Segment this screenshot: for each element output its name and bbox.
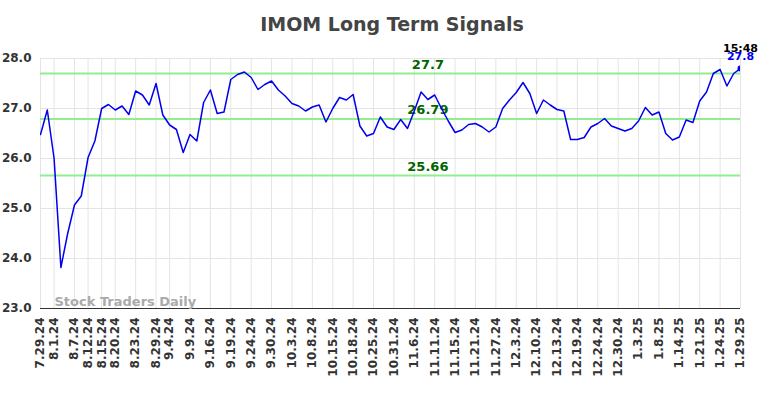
svg-text:26.0: 26.0 — [2, 151, 32, 165]
svg-text:1.29.25: 1.29.25 — [733, 318, 747, 369]
svg-text:11.21.24: 11.21.24 — [468, 318, 482, 377]
svg-text:27.0: 27.0 — [2, 101, 32, 115]
svg-text:8.7.24: 8.7.24 — [67, 318, 81, 361]
svg-text:9.4.24: 9.4.24 — [162, 318, 176, 361]
svg-text:27.8: 27.8 — [726, 50, 755, 63]
svg-text:25.0: 25.0 — [2, 201, 32, 215]
svg-text:11.27.24: 11.27.24 — [489, 318, 503, 377]
svg-text:11.11.24: 11.11.24 — [428, 318, 442, 377]
svg-text:12.30.24: 12.30.24 — [611, 318, 625, 377]
svg-text:10.3.24: 10.3.24 — [285, 318, 299, 369]
html-text:IMOM Long Term Signals: IMOM Long Term Signals — [260, 13, 524, 35]
svg-text:10.25.24: 10.25.24 — [366, 318, 380, 377]
svg-text:9.19.24: 9.19.24 — [224, 318, 238, 369]
svg-text:10.15.24: 10.15.24 — [326, 318, 340, 377]
svg-text:9.16.24: 9.16.24 — [203, 318, 217, 369]
svg-text:26.79: 26.79 — [407, 102, 449, 118]
svg-text:15:48: 15:48 — [723, 42, 758, 55]
svg-text:23.0: 23.0 — [2, 301, 32, 315]
svg-text:27.7: 27.7 — [412, 57, 444, 72]
svg-text:9.24.24: 9.24.24 — [244, 318, 258, 369]
svg-text:8.23.24: 8.23.24 — [128, 318, 142, 369]
svg-text:24.0: 24.0 — [2, 251, 32, 265]
svg-text:1.21.25: 1.21.25 — [693, 318, 707, 369]
svg-text:8.29.24: 8.29.24 — [149, 318, 163, 369]
svg-text:8.20.24: 8.20.24 — [108, 318, 122, 369]
svg-text:12.10.24: 12.10.24 — [529, 318, 543, 377]
svg-text:8.15.24: 8.15.24 — [95, 318, 109, 369]
svg-text:7.29.24: 7.29.24 — [33, 318, 47, 369]
svg-text:10.8.24: 10.8.24 — [305, 318, 319, 369]
svg-text:10.18.24: 10.18.24 — [346, 318, 360, 377]
svg-text:11.6.24: 11.6.24 — [407, 318, 421, 369]
svg-text:9.9.24: 9.9.24 — [183, 318, 197, 361]
svg-text:28.0: 28.0 — [2, 51, 32, 65]
svg-text:1.24.25: 1.24.25 — [713, 318, 727, 369]
svg-text:12.24.24: 12.24.24 — [591, 318, 605, 377]
svg-text:1.14.25: 1.14.25 — [672, 318, 686, 369]
svg-text:8.12.24: 8.12.24 — [81, 318, 95, 369]
svg-text:9.30.24: 9.30.24 — [264, 318, 278, 369]
svg-text:12.3.24: 12.3.24 — [509, 318, 523, 369]
svg-text:11.15.24: 11.15.24 — [448, 318, 462, 377]
svg-text:10.31.24: 10.31.24 — [387, 318, 401, 377]
svg-text:12.13.24: 12.13.24 — [550, 318, 564, 377]
svg-text:1.3.25: 1.3.25 — [631, 318, 645, 361]
svg-text:8.1.24: 8.1.24 — [47, 318, 61, 361]
svg-text:1.8.25: 1.8.25 — [652, 318, 666, 361]
svg-text:25.66: 25.66 — [407, 159, 448, 174]
svg-text:Stock Traders Daily: Stock Traders Daily — [55, 294, 197, 309]
svg-text:12.19.24: 12.19.24 — [570, 318, 584, 377]
